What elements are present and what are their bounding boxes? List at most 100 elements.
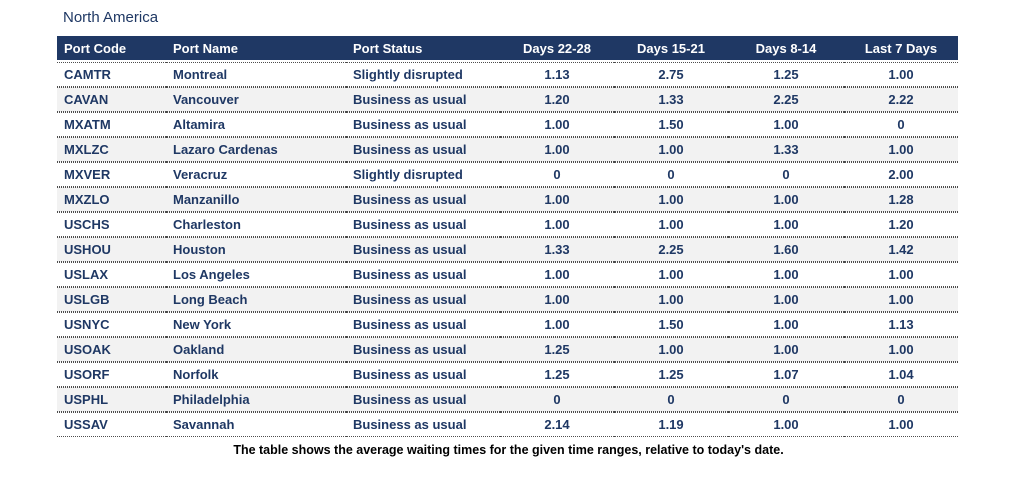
column-header-port-name: Port Name [166, 36, 346, 62]
column-header-days-22-28: Days 22-28 [500, 36, 614, 62]
port-status-cell: Business as usual [346, 187, 500, 212]
days-22-28-cell: 2.14 [500, 412, 614, 437]
days-8-14-cell: 2.25 [728, 87, 844, 112]
days-22-28-cell: 0 [500, 162, 614, 187]
last-7-days-cell: 1.42 [844, 237, 958, 262]
days-15-21-cell: 1.00 [614, 287, 728, 312]
table-row: USLAX Los Angeles Business as usual 1.00 1.0… [57, 262, 958, 287]
table-header-row: Port Code Port Name Port Status Days 22-… [57, 36, 958, 62]
last-7-days-cell: 1.00 [844, 287, 958, 312]
days-15-21-cell: 1.50 [614, 312, 728, 337]
days-8-14-cell: 0 [728, 162, 844, 187]
column-header-port-code: Port Code [57, 36, 166, 62]
port-code-cell: MXZLO [57, 187, 166, 212]
table-row: USNYC New York Business as usual 1.00 1.50 1.… [57, 312, 958, 337]
port-name-cell: Lazaro Cardenas [166, 137, 346, 162]
days-8-14-cell: 0 [728, 387, 844, 412]
table-row: USLGB Long Beach Business as usual 1.00 1.00… [57, 287, 958, 312]
last-7-days-cell: 1.28 [844, 187, 958, 212]
column-header-days-15-21: Days 15-21 [614, 36, 728, 62]
days-8-14-cell: 1.00 [728, 312, 844, 337]
last-7-days-cell: 2.00 [844, 162, 958, 187]
table-body: CAMTR Montreal Slightly disrupted 1.13 2.75 1… [57, 62, 958, 437]
days-8-14-cell: 1.00 [728, 412, 844, 437]
port-name-cell: Houston [166, 237, 346, 262]
days-22-28-cell: 1.00 [500, 312, 614, 337]
days-15-21-cell: 0 [614, 387, 728, 412]
port-name-cell: Manzanillo [166, 187, 346, 212]
port-status-cell: Business as usual [346, 237, 500, 262]
port-name-cell: Oakland [166, 337, 346, 362]
days-22-28-cell: 1.00 [500, 112, 614, 137]
port-code-cell: USCHS [57, 212, 166, 237]
port-name-cell: Philadelphia [166, 387, 346, 412]
table-row: MXATM Altamira Business as usual 1.00 1.50 1.… [57, 112, 958, 137]
days-8-14-cell: 1.07 [728, 362, 844, 387]
column-header-last-7-days: Last 7 Days [844, 36, 958, 62]
region-title: North America [63, 9, 159, 26]
days-8-14-cell: 1.33 [728, 137, 844, 162]
port-code-cell: USHOU [57, 237, 166, 262]
last-7-days-cell: 1.00 [844, 412, 958, 437]
days-22-28-cell: 1.20 [500, 87, 614, 112]
port-code-cell: CAVAN [57, 87, 166, 112]
table-row: USHOU Houston Business as usual 1.33 2.25 1.6… [57, 237, 958, 262]
port-code-cell: USPHL [57, 387, 166, 412]
days-8-14-cell: 1.00 [728, 187, 844, 212]
port-status-cell: Business as usual [346, 87, 500, 112]
port-code-cell: MXLZC [57, 137, 166, 162]
port-code-cell: USNYC [57, 312, 166, 337]
days-15-21-cell: 1.00 [614, 187, 728, 212]
days-22-28-cell: 1.00 [500, 287, 614, 312]
days-15-21-cell: 1.33 [614, 87, 728, 112]
port-status-cell: Business as usual [346, 112, 500, 137]
port-status-cell: Business as usual [346, 262, 500, 287]
port-status-cell: Business as usual [346, 387, 500, 412]
days-15-21-cell: 1.25 [614, 362, 728, 387]
port-status-cell: Business as usual [346, 362, 500, 387]
last-7-days-cell: 1.04 [844, 362, 958, 387]
days-15-21-cell: 0 [614, 162, 728, 187]
port-status-cell: Business as usual [346, 312, 500, 337]
days-22-28-cell: 1.00 [500, 137, 614, 162]
last-7-days-cell: 1.00 [844, 137, 958, 162]
days-22-28-cell: 1.25 [500, 362, 614, 387]
port-code-cell: USSAV [57, 412, 166, 437]
port-code-cell: CAMTR [57, 62, 166, 87]
port-name-cell: Long Beach [166, 287, 346, 312]
port-status-cell: Slightly disrupted [346, 162, 500, 187]
days-22-28-cell: 1.00 [500, 262, 614, 287]
table-row: USCHS Charleston Business as usual 1.00 1.00… [57, 212, 958, 237]
port-name-cell: Charleston [166, 212, 346, 237]
port-name-cell: Norfolk [166, 362, 346, 387]
days-15-21-cell: 1.00 [614, 137, 728, 162]
table-row: CAMTR Montreal Slightly disrupted 1.13 2.75 1… [57, 62, 958, 87]
port-name-cell: Altamira [166, 112, 346, 137]
column-header-days-8-14: Days 8-14 [728, 36, 844, 62]
days-15-21-cell: 1.00 [614, 262, 728, 287]
days-8-14-cell: 1.25 [728, 62, 844, 87]
days-22-28-cell: 1.13 [500, 62, 614, 87]
days-8-14-cell: 1.00 [728, 112, 844, 137]
port-code-cell: MXATM [57, 112, 166, 137]
table-row: USPHL Philadelphia Business as usual 0 0 0 0 [57, 387, 958, 412]
days-15-21-cell: 2.25 [614, 237, 728, 262]
port-status-cell: Business as usual [346, 412, 500, 437]
port-name-cell: Los Angeles [166, 262, 346, 287]
port-code-cell: USOAK [57, 337, 166, 362]
days-8-14-cell: 1.60 [728, 237, 844, 262]
port-status-cell: Business as usual [346, 137, 500, 162]
port-waiting-times-table: Port Code Port Name Port Status Days 22-… [57, 36, 958, 437]
table-row: MXZLO Manzanillo Business as usual 1.00 1.00… [57, 187, 958, 212]
last-7-days-cell: 1.20 [844, 212, 958, 237]
days-15-21-cell: 2.75 [614, 62, 728, 87]
port-name-cell: Vancouver [166, 87, 346, 112]
days-22-28-cell: 1.33 [500, 237, 614, 262]
table-row: USORF Norfolk Business as usual 1.25 1.25 1.0… [57, 362, 958, 387]
last-7-days-cell: 2.22 [844, 87, 958, 112]
port-name-cell: Veracruz [166, 162, 346, 187]
port-code-cell: MXVER [57, 162, 166, 187]
days-15-21-cell: 1.50 [614, 112, 728, 137]
port-status-cell: Business as usual [346, 287, 500, 312]
port-name-cell: Montreal [166, 62, 346, 87]
